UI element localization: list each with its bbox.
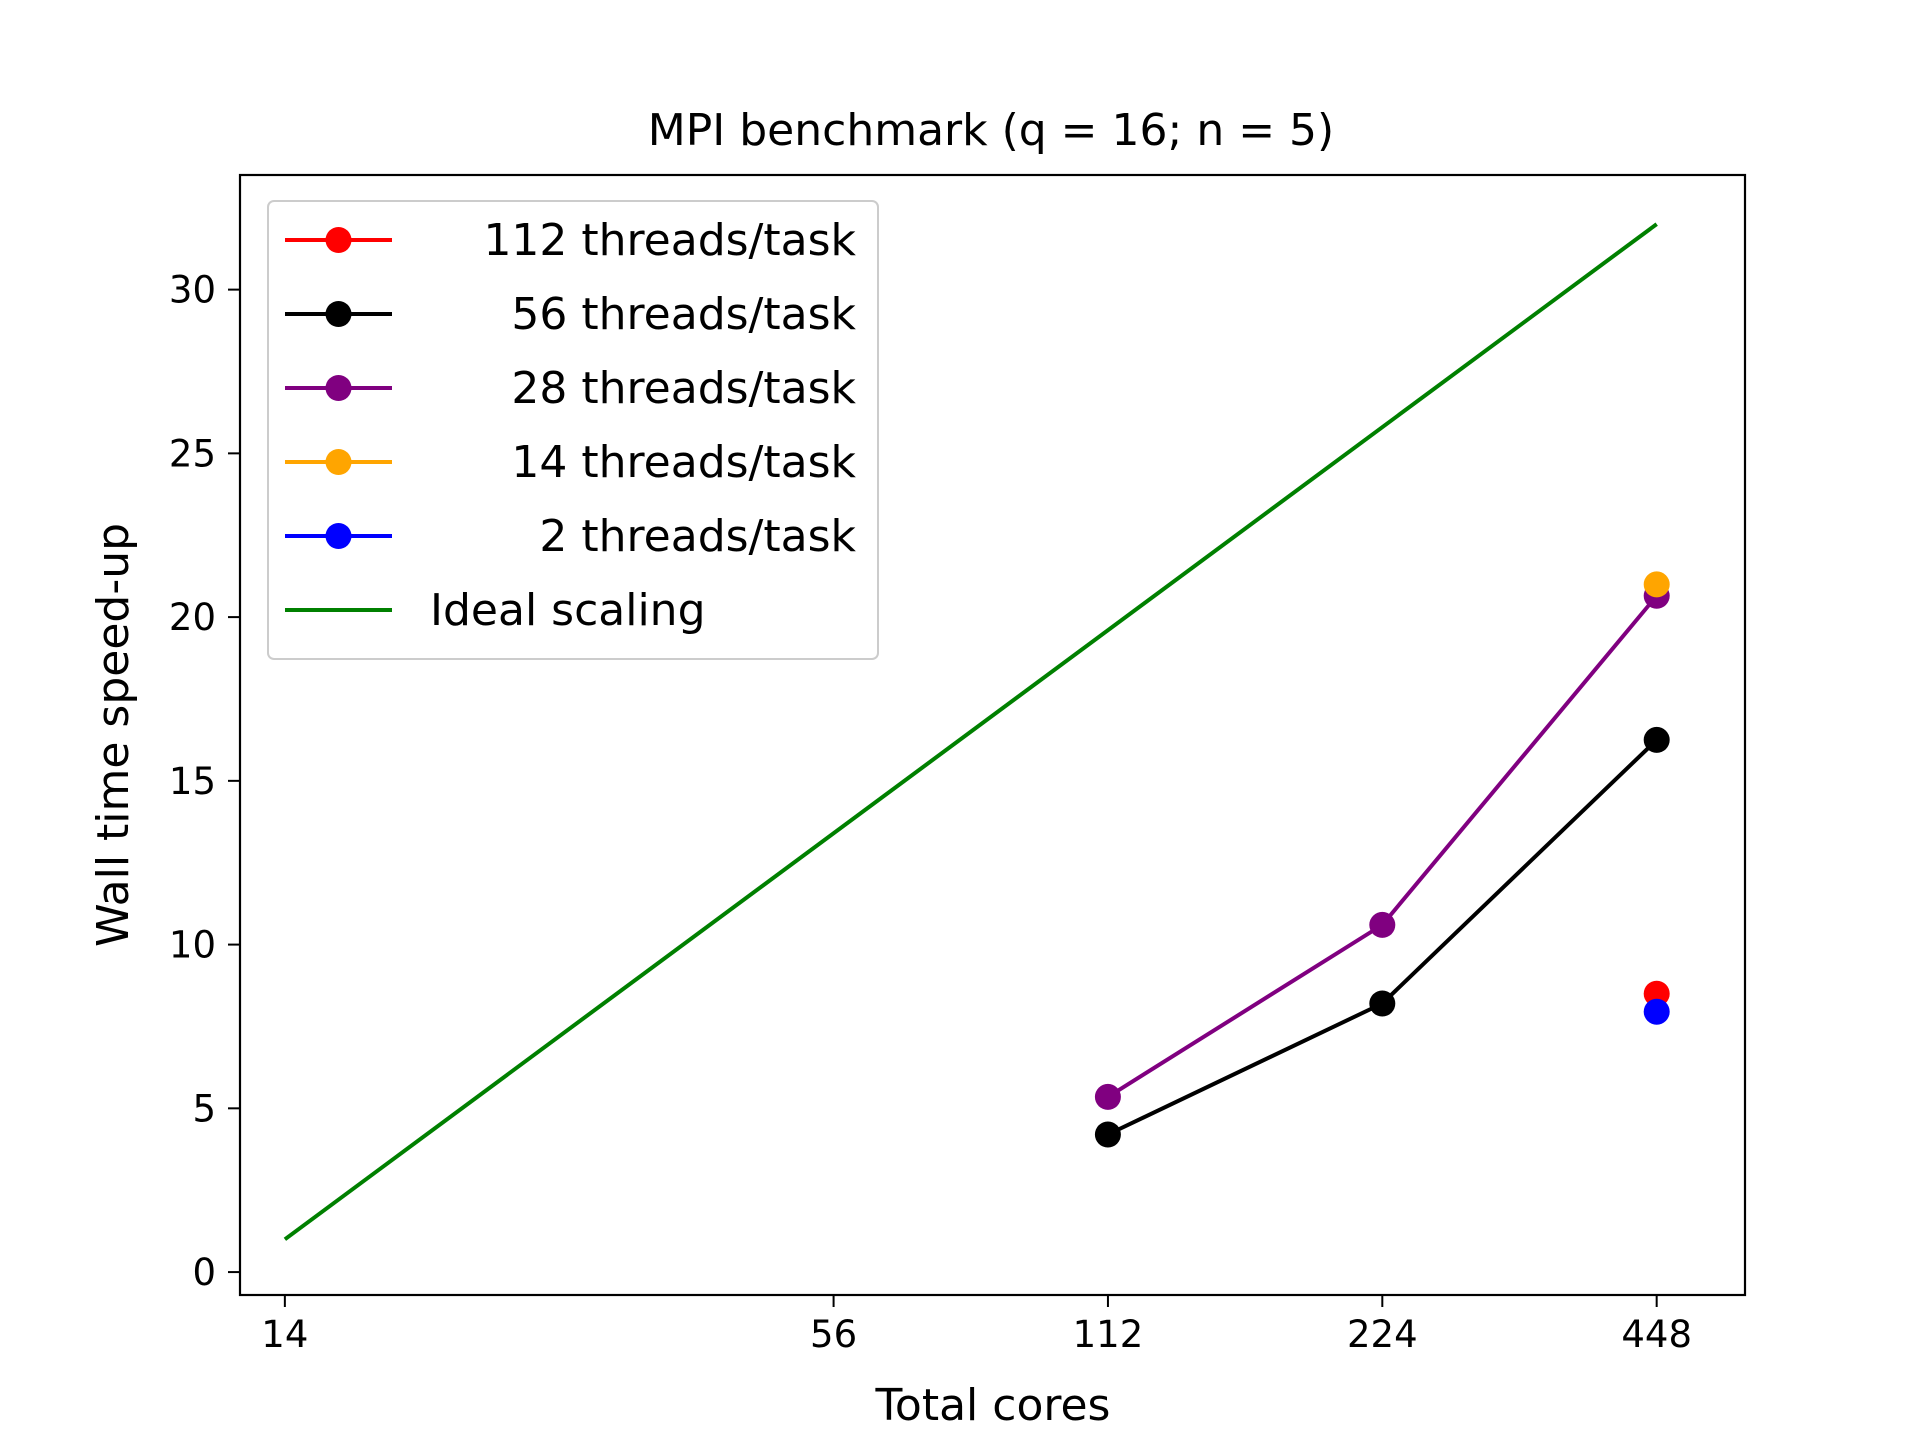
- chart-title: MPI benchmark (q = 16; n = 5): [648, 105, 1334, 156]
- x-tick-label: 112: [1073, 1313, 1144, 1356]
- series-line-ideal-scaling: [283, 222, 1658, 1241]
- x-tick-label: 56: [810, 1313, 857, 1356]
- legend-marker-56-threads-task: [325, 301, 352, 327]
- x-tick-label: 14: [261, 1313, 308, 1356]
- legend-marker-28-threads-task: [325, 375, 352, 401]
- y-axis: 0 5 10 15 20 25 30: [169, 269, 240, 1294]
- y-tick-label: 0: [192, 1251, 216, 1294]
- data-point-28-threads-task: [1369, 911, 1396, 938]
- legend-label-112-threads-task: 112 threads/task: [483, 215, 856, 266]
- data-point-112-threads-task: [1643, 980, 1670, 1007]
- y-tick-label: 20: [169, 596, 216, 639]
- legend-label-14-threads-task: 14 threads/task: [511, 437, 856, 488]
- axes-frame: [238, 173, 1747, 1297]
- data-point-56-threads-task: [1643, 726, 1670, 753]
- x-axis: 14 56 112 224 448: [261, 1295, 1692, 1356]
- legend-box: [267, 200, 879, 660]
- y-tick-label: 30: [169, 269, 216, 312]
- legend-marker-2-threads-task: [325, 523, 352, 549]
- y-tick-label: 15: [169, 760, 216, 803]
- y-tick-label: 10: [169, 924, 216, 967]
- legend-marker-112-threads-task: [325, 227, 352, 253]
- data-point-2-threads-task: [1643, 998, 1670, 1025]
- data-point-14-threads-task: [1643, 571, 1670, 598]
- y-tick-label: 5: [192, 1087, 216, 1130]
- data-point-56-threads-task: [1094, 1121, 1121, 1148]
- legend: 112 threads/task 56 threads/task 28 thread…: [267, 200, 879, 660]
- x-tick-label: 448: [1621, 1313, 1692, 1356]
- data-point-56-threads-task: [1369, 990, 1396, 1017]
- x-axis-label: Total cores: [875, 1380, 1111, 1431]
- legend-marker-14-threads-task: [325, 449, 352, 475]
- legend-label-28-threads-task: 28 threads/task: [511, 363, 856, 414]
- y-tick-label: 25: [169, 432, 216, 475]
- legend-label-56-threads-task: 56 threads/task: [511, 289, 856, 340]
- x-tick-label: 224: [1347, 1313, 1418, 1356]
- legend-label-ideal-scaling: Ideal scaling: [430, 585, 706, 636]
- legend-label-2-threads-task: 2 threads/task: [539, 511, 856, 562]
- data-point-28-threads-task: [1094, 1083, 1121, 1110]
- plot-area: [283, 222, 1670, 1241]
- y-axis-label: Wall time speed-up: [88, 523, 139, 947]
